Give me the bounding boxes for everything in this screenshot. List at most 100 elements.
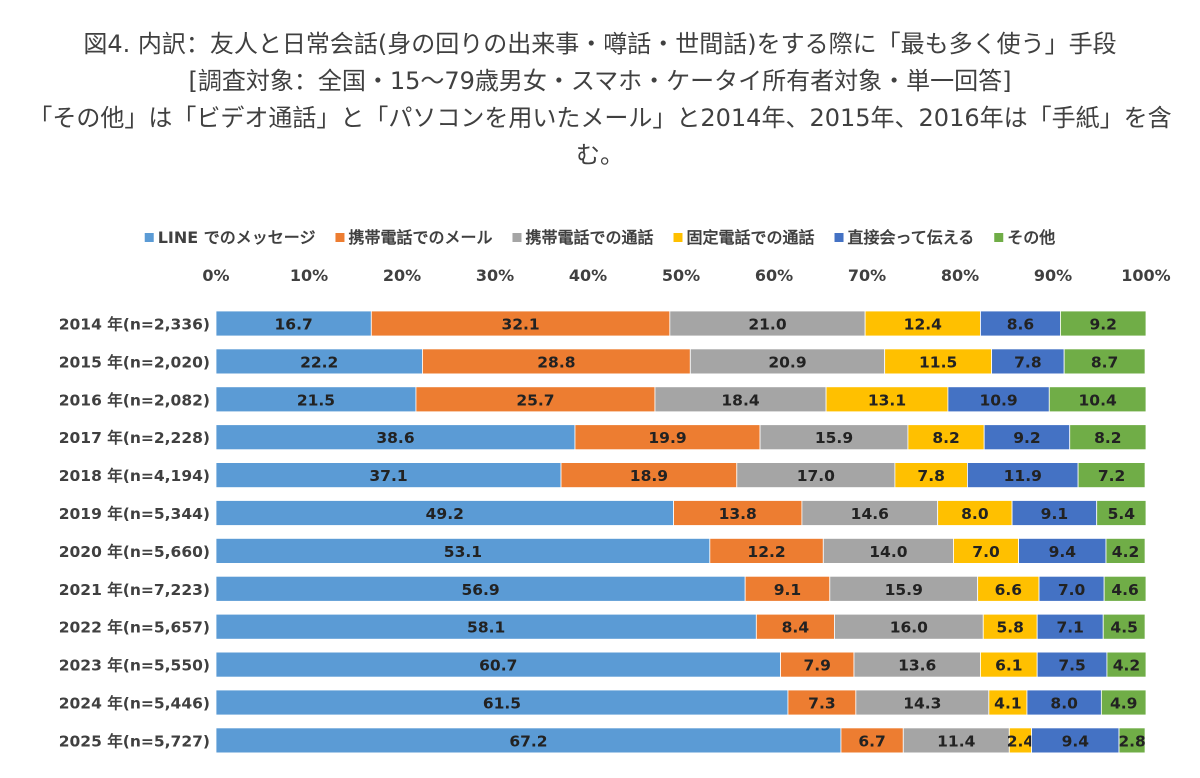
bar-data-label: 4.2 [1112, 543, 1139, 561]
bar-segment [1048, 386, 1147, 413]
bar-data-label: 7.3 [808, 695, 835, 713]
bar-data-label: 9.2 [1013, 429, 1040, 447]
row-label: 2025 年(n=5,727) [59, 731, 210, 750]
row-label: 2019 年(n=5,344) [59, 504, 210, 523]
bar-segment [855, 689, 990, 716]
bar-segment [1100, 689, 1147, 716]
row-label: 2015 年(n=2,020) [59, 352, 210, 371]
bar-data-label: 61.5 [483, 695, 521, 713]
bar-data-label: 2.8 [1118, 732, 1145, 750]
bar-data-label: 6.6 [995, 581, 1022, 599]
x-tick-label: 60% [755, 266, 793, 285]
bar-segment [759, 424, 909, 451]
bar-segment [736, 462, 896, 489]
legend-swatch [834, 233, 844, 242]
bar-data-label: 21.0 [748, 316, 786, 334]
bar-segment [1096, 500, 1147, 526]
bar-segment [673, 500, 803, 526]
bar-data-label: 7.8 [1014, 353, 1041, 371]
legend-label: 携帯電話での通話 [525, 228, 653, 247]
row-label: 2021 年(n=7,223) [59, 580, 210, 599]
x-tick-label: 40% [569, 266, 607, 285]
bar-segment [988, 689, 1028, 716]
legend-swatch [994, 233, 1004, 242]
bar-data-label: 7.8 [917, 467, 944, 485]
bar-segment [980, 651, 1038, 678]
bar-data-label: 6.1 [995, 657, 1022, 675]
bar-data-label: 38.6 [376, 429, 414, 447]
x-tick-label: 100% [1121, 266, 1170, 285]
bar-data-label: 8.2 [932, 429, 959, 447]
bar-segment [215, 386, 417, 413]
bar-segment [1026, 689, 1102, 716]
title-line-1: 図4. 内訳：友人と日常会話(身の回りの出来事・噂話・世間話)をする際に「最も多… [83, 30, 1117, 58]
x-tick-label: 10% [290, 266, 328, 285]
legend-swatch [335, 233, 345, 242]
bar-data-label: 7.9 [804, 657, 831, 675]
x-tick-label: 50% [662, 266, 700, 285]
bar-data-label: 15.9 [815, 429, 853, 447]
bar-segment [654, 386, 827, 413]
bar-data-label: 49.2 [426, 505, 464, 523]
bar-segment [1106, 651, 1147, 678]
row-label: 2024 年(n=5,446) [59, 694, 210, 713]
x-tick-label: 70% [848, 266, 886, 285]
bar-data-label: 4.2 [1113, 657, 1140, 675]
bar-data-label: 16.0 [890, 619, 928, 637]
bar-data-label: 8.0 [1050, 695, 1078, 713]
bar-data-label: 16.7 [275, 316, 313, 334]
bar-data-label: 9.1 [1041, 505, 1068, 523]
bar-data-label: 10.9 [979, 391, 1017, 409]
legend-label: LINE でのメッセージ [158, 228, 316, 247]
bar-segment [560, 462, 738, 489]
row-label: 2023 年(n=5,550) [59, 656, 210, 675]
row-label: 2016 年(n=2,082) [59, 390, 210, 409]
bar-segment [1102, 613, 1146, 640]
bar-segment [982, 613, 1038, 640]
chart-title: 図4. 内訳：友人と日常会話(身の回りの出来事・噂話・世間話)をする際に「最も多… [0, 26, 1200, 174]
bar-data-label: 12.4 [904, 316, 942, 334]
row-label: 2017 年(n=2,228) [59, 428, 210, 447]
bar-data-label: 58.1 [467, 619, 505, 637]
bar-data-label: 13.1 [868, 391, 906, 409]
row-label: 2014 年(n=2,336) [59, 315, 210, 334]
legend-swatch [144, 233, 154, 242]
bar-segment [755, 613, 835, 640]
bar-data-label: 7.0 [972, 543, 1000, 561]
bar-data-label: 56.9 [461, 581, 499, 599]
bar-segment [1103, 575, 1147, 602]
bar-segment [415, 386, 656, 413]
legend-label: 携帯電話でのメール [348, 228, 492, 247]
bar-data-label: 5.4 [1108, 505, 1136, 523]
bar-segment [370, 310, 671, 337]
bar-data-label: 8.4 [782, 619, 810, 637]
bar-data-label: 11.4 [937, 732, 975, 750]
bar-segment [1105, 538, 1146, 564]
bar-segment [744, 575, 831, 602]
bar-segment [980, 310, 1061, 337]
x-tick-label: 80% [941, 266, 979, 285]
bar-data-label: 11.9 [1004, 467, 1042, 485]
bar-data-label: 37.1 [369, 467, 407, 485]
bar-segment [1036, 651, 1108, 678]
title-line-2: [調査対象：全国・15～79歳男女・スマホ・ケータイ所有者対象・単一回答] [188, 67, 1012, 95]
bar-segment [977, 575, 1040, 602]
bar-segment [669, 310, 866, 337]
bar-segment [215, 727, 842, 754]
bar-data-label: 5.8 [996, 619, 1023, 637]
bar-segment [689, 348, 886, 375]
bar-segment [215, 348, 423, 375]
bar-data-label: 53.1 [444, 543, 482, 561]
bar-segment [574, 424, 761, 451]
bar-data-label: 8.2 [1094, 429, 1121, 447]
bar-segment [1118, 727, 1146, 754]
bar-segment [215, 500, 674, 526]
bar-data-label: 9.4 [1049, 543, 1077, 561]
bar-segment [1031, 727, 1120, 754]
bar-data-label: 20.9 [768, 353, 806, 371]
bar-segment [1060, 310, 1147, 337]
bar-segment [801, 500, 939, 526]
bar-data-label: 18.4 [721, 391, 759, 409]
bar-data-label: 4.6 [1111, 581, 1138, 599]
